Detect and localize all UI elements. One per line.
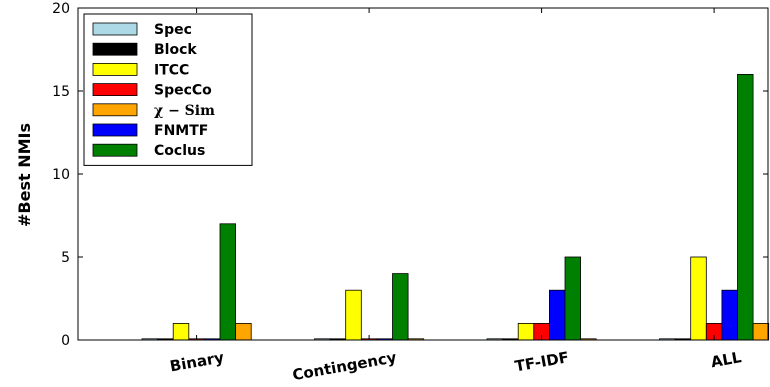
legend-swatch <box>92 42 138 56</box>
legend-swatch <box>92 22 138 36</box>
bar-all-fnmtf <box>721 289 738 341</box>
bar-tf-idf-fnmtf <box>549 289 566 341</box>
y-tick-label: 5 <box>61 250 70 266</box>
bar-tf-idf-coclus <box>564 256 582 341</box>
bar-all--sim <box>752 322 770 341</box>
legend-swatch <box>92 63 138 76</box>
legend: Spec Block ITCC SpecCo χ − Sim FNMTF Coclus <box>83 13 253 166</box>
legend-swatch <box>92 83 138 96</box>
x-tick-label-contingency: Contingency <box>291 348 398 384</box>
x-tick-label-binary: Binary <box>168 348 225 375</box>
legend-label: Block <box>154 42 197 58</box>
legend-label: Spec <box>154 22 192 38</box>
y-tick-label: 20 <box>52 1 70 17</box>
bar-all-itcc <box>690 256 707 341</box>
legend-swatch <box>92 123 138 137</box>
y-axis: 0 5 10 15 20 <box>52 1 768 349</box>
bar-contingency-itcc <box>345 289 362 341</box>
x-tick-label-all: ALL <box>709 348 743 371</box>
legend-label: SpecCo <box>154 83 212 99</box>
legend-swatch <box>92 143 138 157</box>
plot-area <box>77 7 770 341</box>
y-tick-label: 0 <box>61 333 70 349</box>
legend-label: ITCC <box>154 62 189 78</box>
legend-label: FNMTF <box>154 123 208 139</box>
x-tick-label-tf-idf: TF-IDF <box>513 348 570 375</box>
legend-swatch <box>92 103 138 117</box>
x-axis: Binary Contingency TF-IDF ALL <box>168 8 743 384</box>
bar-tf-idf-itcc <box>517 322 535 341</box>
bar-all-coclus <box>737 74 754 341</box>
bar-binary--sim <box>235 322 252 341</box>
y-tick-label: 15 <box>52 84 70 100</box>
legend-label: χ − Sim <box>154 103 215 119</box>
bar-binary-itcc <box>172 322 190 341</box>
legend-label: Coclus <box>154 143 205 159</box>
y-axis-label: #Best NMIs <box>15 123 34 227</box>
bar-contingency-coclus <box>392 273 409 341</box>
bar-binary-coclus <box>219 223 237 341</box>
y-tick-label: 10 <box>52 167 70 183</box>
